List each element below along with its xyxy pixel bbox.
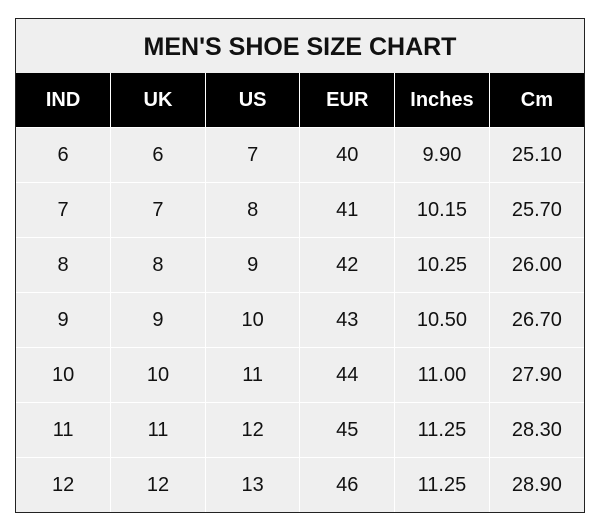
table-cell: 10.25 — [394, 237, 490, 293]
table-cell: 6 — [110, 127, 206, 183]
table-cell: 11 — [16, 402, 112, 458]
table-cell: 10.15 — [394, 182, 490, 238]
table-cell: 9 — [204, 237, 301, 293]
size-table: IND UK US EUR Inches Cm 6 6 7 40 9.90 25.10 7 7 8 41 10… — [16, 73, 584, 512]
table-cell: 9 — [16, 292, 112, 348]
chart-title: MEN'S SHOE SIZE CHART — [16, 19, 584, 73]
table-cell: 41 — [299, 182, 396, 238]
table-cell: 10.50 — [394, 292, 490, 348]
table-cell: 11 — [204, 347, 301, 403]
table-cell: 8 — [16, 237, 112, 293]
table-cell: 7 — [204, 127, 301, 183]
column-header: EUR — [299, 73, 396, 128]
table-cell: 10 — [110, 347, 206, 403]
column-header: UK — [110, 73, 206, 128]
table-cell: 26.70 — [488, 292, 584, 348]
column-header: Cm — [488, 73, 584, 128]
table-cell: 12 — [16, 457, 112, 512]
table-cell: 12 — [204, 402, 301, 458]
table-cell: 25.10 — [488, 127, 584, 183]
table-cell: 12 — [110, 457, 206, 512]
table-row: 11 11 12 45 11.25 28.30 — [16, 402, 584, 458]
table-cell: 6 — [16, 127, 112, 183]
column-header: US — [204, 73, 301, 128]
table-cell: 13 — [204, 457, 301, 512]
table-cell: 27.90 — [488, 347, 584, 403]
column-header: IND — [16, 73, 112, 128]
table-cell: 10 — [16, 347, 112, 403]
table-cell: 11.00 — [394, 347, 490, 403]
table-cell: 10 — [204, 292, 301, 348]
table-row: 7 7 8 41 10.15 25.70 — [16, 182, 584, 238]
table-cell: 43 — [299, 292, 396, 348]
table-cell: 7 — [16, 182, 112, 238]
header-row: IND UK US EUR Inches Cm — [16, 73, 584, 128]
table-row: 9 9 10 43 10.50 26.70 — [16, 292, 584, 348]
table-cell: 28.90 — [488, 457, 584, 512]
table-cell: 40 — [299, 127, 396, 183]
table-row: 6 6 7 40 9.90 25.10 — [16, 127, 584, 183]
table-cell: 9 — [110, 292, 206, 348]
table-cell: 11 — [110, 402, 206, 458]
table-cell: 46 — [299, 457, 396, 512]
table-cell: 11.25 — [394, 402, 490, 458]
column-header: Inches — [394, 73, 490, 128]
table-cell: 7 — [110, 182, 206, 238]
table-cell: 9.90 — [394, 127, 490, 183]
table-cell: 8 — [204, 182, 301, 238]
table-cell: 44 — [299, 347, 396, 403]
table-row: 12 12 13 46 11.25 28.90 — [16, 457, 584, 512]
table-cell: 42 — [299, 237, 396, 293]
table-row: 10 10 11 44 11.00 27.90 — [16, 347, 584, 403]
table-cell: 45 — [299, 402, 396, 458]
table-cell: 25.70 — [488, 182, 584, 238]
size-chart: MEN'S SHOE SIZE CHART IND UK US EUR Inches Cm… — [15, 18, 585, 513]
table-cell: 26.00 — [488, 237, 584, 293]
table-row: 8 8 9 42 10.25 26.00 — [16, 237, 584, 293]
table-cell: 11.25 — [394, 457, 490, 512]
table-cell: 28.30 — [488, 402, 584, 458]
table-cell: 8 — [110, 237, 206, 293]
